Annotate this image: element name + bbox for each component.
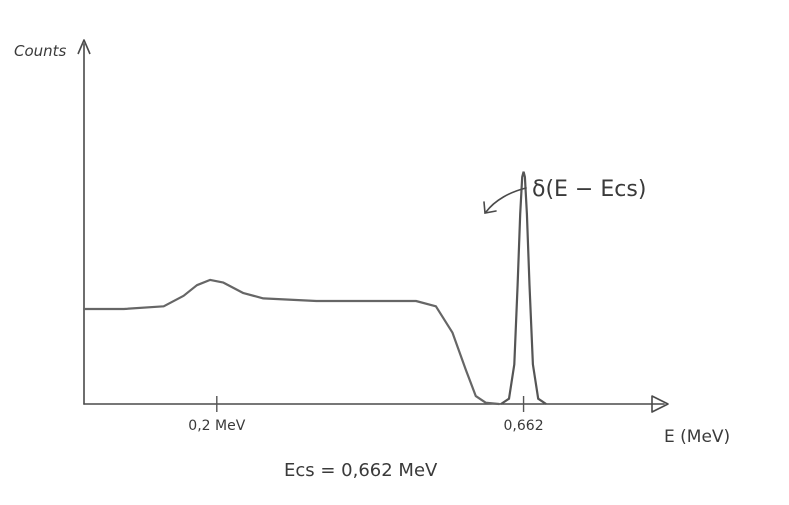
peak-annotation: δ(E − Ecs) <box>532 177 646 202</box>
annotation-arrowhead <box>483 201 497 214</box>
x-tick-label-1: 0,662 <box>504 418 544 434</box>
compton-continuum-line <box>82 278 501 406</box>
photopeak-line <box>500 171 547 405</box>
x-axis-label: E (MeV) <box>664 427 730 447</box>
y-axis-arrowhead <box>77 39 91 55</box>
x-axis-arrowhead <box>651 395 669 413</box>
x-tick-label-0: 0,2 MeV <box>188 418 245 434</box>
annotation-arrow <box>485 187 527 213</box>
x-ticks: 0,2 MeV 0,662 <box>188 396 544 434</box>
energy-note: Ecs = 0,662 MeV <box>284 460 438 481</box>
y-axis-label: Counts <box>14 42 67 60</box>
